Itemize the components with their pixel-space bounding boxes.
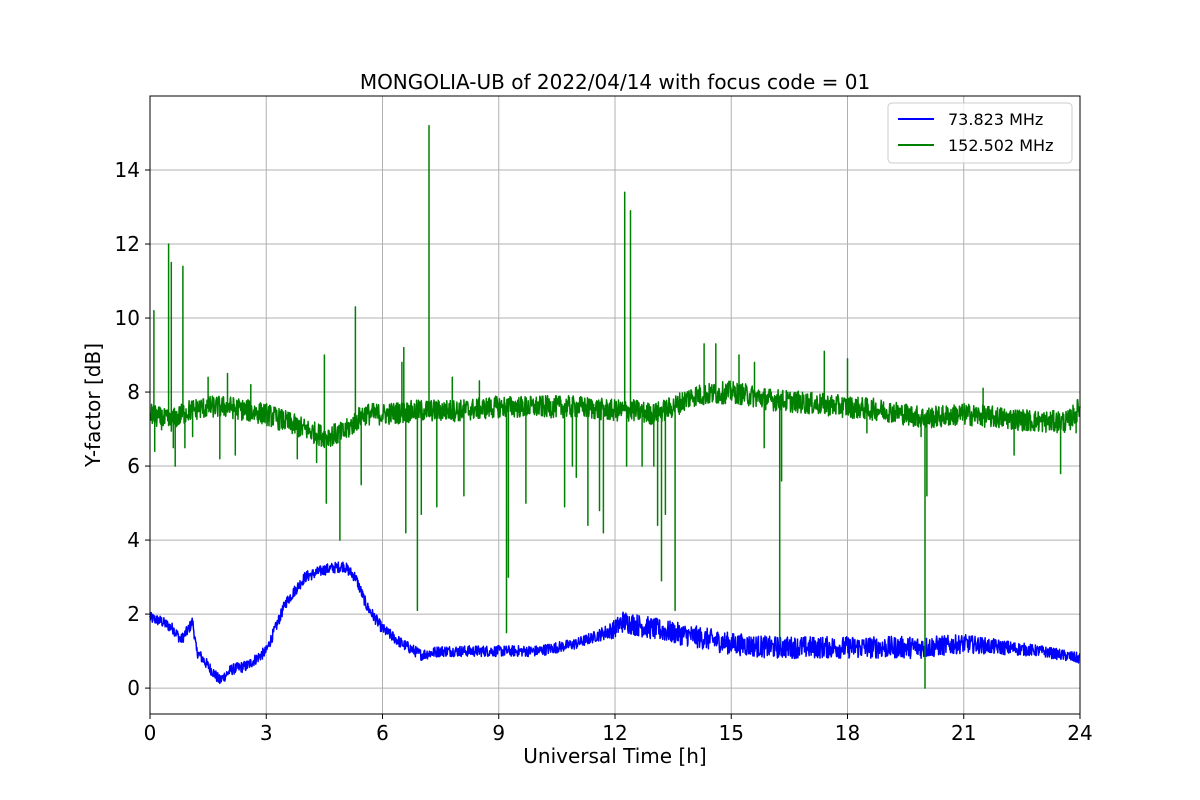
x-tick-label: 18 bbox=[835, 721, 860, 745]
series-line-1 bbox=[149, 124, 1081, 689]
x-tick-label: 0 bbox=[144, 721, 157, 745]
legend: 73.823 MHz 152.502 MHz bbox=[887, 102, 1073, 164]
x-tick-label: 3 bbox=[260, 721, 273, 745]
y-tick-label: 2 bbox=[127, 602, 140, 626]
x-tick-label: 12 bbox=[602, 721, 627, 745]
x-tick-label: 21 bbox=[951, 721, 976, 745]
x-tick-label: 9 bbox=[492, 721, 505, 745]
y-tick-label: 12 bbox=[115, 232, 140, 256]
x-tick-label: 6 bbox=[376, 721, 389, 745]
plot-lines bbox=[149, 124, 1081, 689]
y-tick-label: 4 bbox=[127, 528, 140, 552]
x-axis-label: Universal Time [h] bbox=[523, 744, 706, 768]
x-tick-label: 15 bbox=[719, 721, 744, 745]
legend-label-0: 73.823 MHz bbox=[948, 110, 1043, 129]
y-tick-label: 8 bbox=[127, 380, 140, 404]
y-tick-label: 10 bbox=[115, 306, 140, 330]
y-tick-label: 0 bbox=[127, 676, 140, 700]
y-tick-label: 14 bbox=[115, 158, 140, 182]
y-axis-label: Y-factor [dB] bbox=[81, 343, 105, 468]
chart-title: MONGOLIA-UB of 2022/04/14 with focus cod… bbox=[360, 70, 870, 94]
y-tick-label: 6 bbox=[127, 454, 140, 478]
x-tick-label: 24 bbox=[1067, 721, 1092, 745]
legend-label-1: 152.502 MHz bbox=[948, 136, 1053, 155]
